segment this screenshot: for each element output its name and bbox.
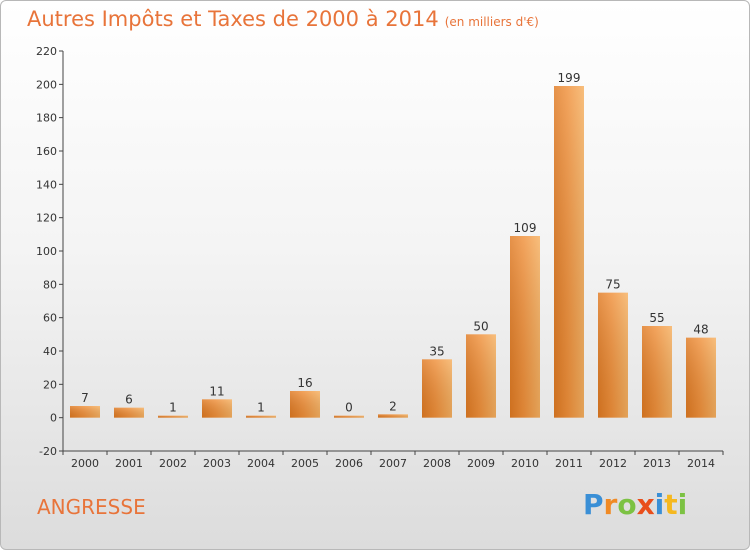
x-tick-label: 2010 — [511, 457, 539, 470]
x-tick-label: 2011 — [555, 457, 583, 470]
proxiti-logo: Proxiti — [583, 488, 687, 521]
data-label: 7 — [81, 391, 89, 405]
data-label: 109 — [514, 221, 537, 235]
y-tick-label: 180 — [36, 112, 57, 125]
data-label: 11 — [209, 384, 224, 398]
data-label: 0 — [345, 401, 353, 415]
data-label: 55 — [649, 311, 664, 325]
bar-shade — [290, 391, 320, 418]
bar-shade — [70, 406, 100, 418]
y-tick-label: 100 — [36, 245, 57, 258]
y-tick-label: 200 — [36, 78, 57, 91]
bar-shade — [466, 334, 496, 418]
logo-letter: x — [636, 488, 655, 521]
bar-shade — [422, 359, 452, 418]
y-tick-label: 140 — [36, 178, 57, 191]
x-tick-label: 2003 — [203, 457, 231, 470]
data-label: 50 — [473, 319, 488, 333]
data-label: 1 — [169, 401, 177, 415]
logo-letter: r — [603, 488, 618, 521]
data-label: 35 — [429, 344, 444, 358]
data-label: 6 — [125, 393, 133, 407]
x-tick-label: 2013 — [643, 457, 671, 470]
y-tick-label: 20 — [43, 378, 57, 391]
logo-letter: P — [583, 488, 604, 521]
y-tick-label: 120 — [36, 212, 57, 225]
y-tick-label: 220 — [36, 45, 57, 58]
x-tick-label: 2001 — [115, 457, 143, 470]
bar-shade — [158, 415, 188, 418]
data-label: 16 — [297, 376, 312, 390]
data-label: 48 — [693, 323, 708, 337]
data-label: 199 — [558, 71, 581, 85]
data-label: 2 — [389, 399, 397, 413]
bar-shade — [686, 337, 716, 418]
bar-shade — [114, 407, 144, 418]
bar-shade — [334, 415, 364, 418]
chart-title: Autres Impôts et Taxes de 2000 à 2014 (en… — [27, 7, 539, 31]
chart-title-text: Autres Impôts et Taxes de 2000 à 2014 — [27, 7, 439, 31]
logo-letter: i — [654, 488, 665, 521]
y-tick-label: 40 — [43, 345, 57, 358]
x-tick-label: 2006 — [335, 457, 363, 470]
logo-letter: i — [677, 488, 688, 521]
chart-subtitle: (en milliers d'€) — [444, 15, 539, 29]
x-tick-label: 2004 — [247, 457, 275, 470]
x-tick-label: 2005 — [291, 457, 319, 470]
y-tick-label: -20 — [39, 445, 57, 458]
logo-letter: t — [664, 488, 678, 521]
bar-shade — [202, 399, 232, 418]
x-tick-label: 2014 — [687, 457, 715, 470]
y-tick-label: 60 — [43, 312, 57, 325]
bar-shade — [510, 236, 540, 418]
commune-name: ANGRESSE — [37, 495, 146, 519]
bar-shade — [598, 292, 628, 418]
bar-shade — [642, 326, 672, 418]
x-tick-label: 2000 — [71, 457, 99, 470]
y-tick-label: 0 — [50, 412, 57, 425]
x-tick-label: 2008 — [423, 457, 451, 470]
bar-shade — [378, 414, 408, 418]
y-tick-label: 160 — [36, 145, 57, 158]
data-label: 75 — [605, 278, 620, 292]
y-tick-label: 80 — [43, 278, 57, 291]
x-tick-label: 2007 — [379, 457, 407, 470]
x-tick-label: 2009 — [467, 457, 495, 470]
x-tick-label: 2002 — [159, 457, 187, 470]
data-label: 1 — [257, 401, 265, 415]
x-tick-label: 2012 — [599, 457, 627, 470]
logo-letter: o — [617, 488, 637, 521]
bar-shade — [246, 415, 276, 418]
bar-shade — [554, 86, 584, 418]
